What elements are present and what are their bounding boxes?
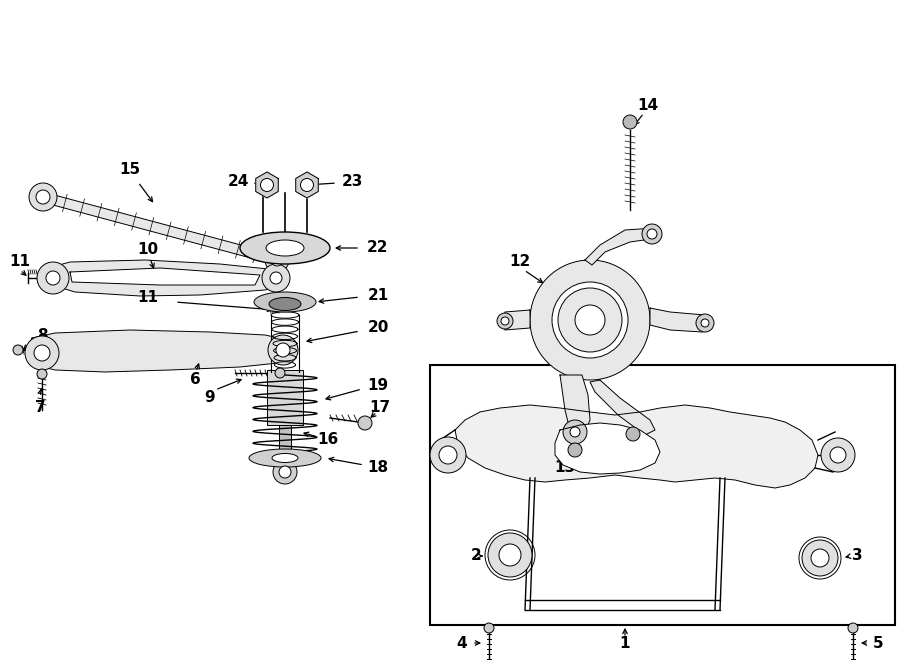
Polygon shape [48,260,285,296]
Polygon shape [585,228,658,265]
Text: 6: 6 [190,373,201,387]
Circle shape [37,262,69,294]
Circle shape [273,460,297,484]
Circle shape [501,317,509,325]
Ellipse shape [240,232,330,264]
Circle shape [821,438,855,472]
Ellipse shape [254,292,316,312]
Circle shape [558,288,622,352]
Circle shape [34,345,50,361]
Circle shape [265,248,289,272]
Circle shape [358,416,372,430]
Text: 20: 20 [367,321,389,336]
Circle shape [439,446,457,464]
Text: 5: 5 [873,635,883,650]
Circle shape [268,335,298,365]
Circle shape [484,623,494,633]
Circle shape [279,466,291,478]
Circle shape [647,229,657,239]
Text: 2: 2 [471,549,482,563]
Circle shape [488,533,532,577]
Circle shape [270,272,282,284]
Polygon shape [455,405,818,488]
Circle shape [36,190,50,204]
Circle shape [46,271,60,285]
Circle shape [623,115,637,129]
Text: 9: 9 [204,391,215,405]
Text: 18: 18 [367,461,389,475]
Text: 15: 15 [120,163,140,178]
Circle shape [262,264,290,292]
Circle shape [430,437,466,473]
Ellipse shape [249,449,321,467]
Polygon shape [590,380,655,435]
Circle shape [552,282,628,358]
Text: 11: 11 [138,290,158,305]
Circle shape [568,443,582,457]
Ellipse shape [272,453,298,463]
Text: 11: 11 [10,254,31,270]
Ellipse shape [266,240,304,256]
Text: 17: 17 [369,401,391,416]
Circle shape [260,178,274,192]
Circle shape [29,183,57,211]
Polygon shape [33,190,286,267]
Circle shape [497,313,513,329]
Polygon shape [296,172,319,198]
Text: 22: 22 [367,241,389,256]
Text: 12: 12 [509,254,531,270]
Text: 8: 8 [37,327,48,342]
Circle shape [575,305,605,335]
Polygon shape [502,310,530,330]
Circle shape [802,540,838,576]
Bar [279,425,291,473]
Circle shape [830,447,846,463]
Polygon shape [560,375,590,435]
Circle shape [25,336,59,370]
Circle shape [701,319,709,327]
Circle shape [499,544,521,566]
Ellipse shape [269,297,301,311]
Polygon shape [555,423,660,474]
Circle shape [696,314,714,332]
Bar [430,365,895,625]
Text: 24: 24 [228,175,248,190]
Circle shape [530,260,650,380]
Text: 7: 7 [35,401,45,416]
Text: 3: 3 [851,549,862,563]
Text: 21: 21 [367,288,389,303]
Polygon shape [70,268,260,285]
Polygon shape [28,330,293,372]
Circle shape [275,368,285,378]
Circle shape [563,420,587,444]
Polygon shape [256,172,278,198]
Circle shape [570,427,580,437]
Text: 16: 16 [318,432,338,447]
Circle shape [301,178,313,192]
Text: 10: 10 [138,241,158,256]
Circle shape [626,427,640,441]
Circle shape [811,549,829,567]
Text: 14: 14 [637,98,659,112]
Text: 19: 19 [367,377,389,393]
Circle shape [276,343,290,357]
Circle shape [848,623,858,633]
Text: 13: 13 [554,461,576,475]
Text: 4: 4 [456,635,467,650]
Polygon shape [650,308,710,332]
Circle shape [271,254,283,266]
Circle shape [13,345,23,355]
Circle shape [642,224,662,244]
Text: 23: 23 [341,175,363,190]
Circle shape [37,369,47,379]
Bar [267,370,303,425]
Text: 1: 1 [620,635,630,650]
